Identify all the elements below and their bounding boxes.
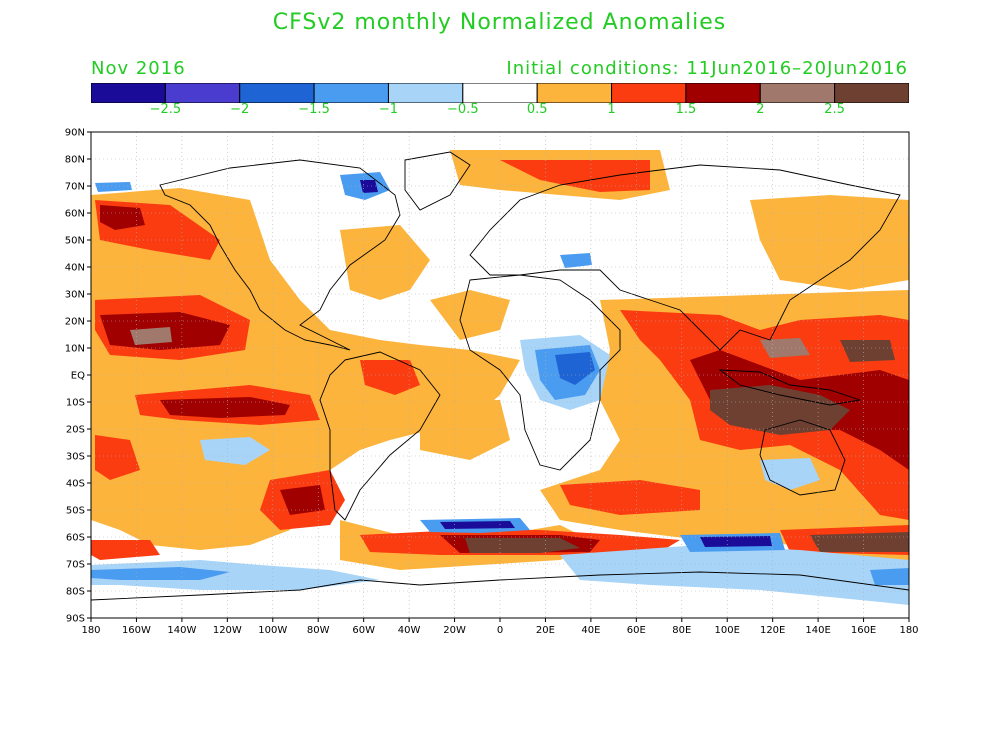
lon-label: 140E — [805, 625, 830, 636]
lon-label: 160W — [122, 625, 151, 636]
lat-label: 50N — [65, 236, 85, 247]
lon-label: 20W — [443, 625, 466, 636]
colorbar-tick-label: −1.5 — [298, 102, 330, 117]
initial-conditions-label: Initial conditions: 11Jun2016–20Jun2016 — [506, 58, 908, 79]
lat-label: 60S — [66, 533, 85, 544]
colorbar-tick-label: 2.5 — [824, 102, 845, 117]
lon-label: 0 — [497, 625, 503, 636]
lon-label: 40E — [581, 625, 600, 636]
longitude-axis: 180 160W 140W 120W 100W 80W 60W 40W 20W 0 20E 40E 60… — [81, 618, 919, 636]
anomaly-region — [750, 195, 909, 290]
anomaly-region — [710, 385, 850, 435]
lon-label: 40W — [398, 625, 421, 636]
anomaly-region — [440, 521, 515, 529]
anomaly-region — [700, 536, 772, 547]
lon-label: 140W — [167, 625, 196, 636]
anomaly-region — [95, 182, 132, 192]
colorbar-tick-label: −1 — [378, 102, 399, 117]
coastline-africa — [459, 274, 621, 471]
anomaly-region — [430, 290, 510, 340]
coastline-antarctica — [90, 571, 910, 601]
anomaly-region — [95, 435, 140, 480]
latitude-axis: 90N 80N 70N 60N 50N 40N 30N 20N 10N EQ 10S 20S 30S 40… — [65, 128, 91, 625]
lon-label: 100W — [258, 625, 287, 636]
lat-label: 50S — [66, 506, 85, 517]
lat-label: 10N — [65, 344, 85, 355]
lat-label: 40S — [66, 479, 85, 490]
coastline-greenland — [404, 151, 471, 211]
coastline-australia — [759, 419, 846, 496]
anomaly-region — [340, 225, 430, 300]
anomaly-region — [91, 560, 380, 590]
lon-label: 180 — [81, 625, 100, 636]
colorbar-tick-label: 0.5 — [526, 102, 548, 117]
colorbar-tick-label: 1.5 — [675, 102, 697, 117]
lat-label: 80S — [66, 587, 85, 598]
colorbar-tick-label: 1 — [607, 102, 616, 117]
anomaly-region — [200, 437, 270, 465]
anomaly-region — [280, 485, 325, 515]
graticule — [91, 132, 909, 618]
anomaly-region — [91, 567, 230, 580]
lon-label: 120E — [760, 625, 785, 636]
anomaly-region — [810, 532, 909, 552]
lat-label: 30N — [65, 290, 85, 301]
lon-label: 120W — [213, 625, 242, 636]
anomaly-region — [360, 180, 378, 193]
anomaly-region — [130, 327, 172, 345]
lat-label: EQ — [71, 371, 85, 382]
lat-label: 80N — [65, 155, 85, 166]
anomaly-region — [870, 568, 909, 585]
lon-label: 180 — [899, 625, 918, 636]
lat-label: 10S — [66, 398, 85, 409]
anomaly-field — [91, 150, 909, 605]
lat-label: 40N — [65, 263, 85, 274]
lat-label: 70N — [65, 182, 85, 193]
colorbar-tick-label: −0.5 — [447, 102, 479, 117]
coastline-eurasia — [469, 164, 901, 351]
lon-label: 60E — [627, 625, 646, 636]
anomaly-region — [500, 160, 650, 192]
lat-label: 70S — [66, 560, 85, 571]
anomaly-region — [91, 188, 520, 550]
lat-label: 60N — [65, 209, 85, 220]
lat-label: 20S — [66, 425, 85, 436]
coastline-north-america — [159, 159, 401, 351]
anomaly-region — [91, 540, 160, 560]
anomaly-region — [560, 480, 700, 515]
lon-label: 60W — [352, 625, 375, 636]
colorbar — [91, 83, 909, 103]
lon-label: 160E — [851, 625, 876, 636]
anomaly-region — [560, 253, 592, 268]
lon-label: 100E — [715, 625, 740, 636]
colorbar-tick-label: −2.5 — [149, 102, 182, 117]
coastline-indonesia — [718, 369, 861, 406]
anomaly-region — [420, 400, 510, 460]
colorbar-tick-label: −2 — [230, 102, 250, 117]
colorbar-labels: −2.5 −2 −1.5 −1 −0.5 0.5 1 1.5 2 2.5 — [91, 102, 909, 122]
anomaly-region — [560, 545, 909, 605]
anomaly-region — [100, 205, 145, 230]
lat-label: 90N — [65, 128, 85, 139]
lon-label: 20E — [536, 625, 555, 636]
anomaly-region — [555, 352, 595, 385]
anomaly-region — [465, 538, 580, 553]
anomaly-region — [360, 360, 420, 395]
anomaly-region — [160, 397, 290, 418]
lat-label: 90S — [66, 614, 85, 625]
lon-label: 80W — [307, 625, 330, 636]
lat-label: 30S — [66, 452, 85, 463]
map-title: CFSv2 monthly Normalized Anomalies — [272, 10, 727, 35]
coastlines — [90, 151, 910, 601]
forecast-month-label: Nov 2016 — [91, 58, 186, 79]
coastline-south-america — [319, 351, 441, 521]
anomaly-region — [840, 340, 895, 362]
lon-label: 80E — [672, 625, 691, 636]
lat-label: 20N — [65, 317, 85, 328]
colorbar-tick-label: 2 — [756, 102, 765, 117]
